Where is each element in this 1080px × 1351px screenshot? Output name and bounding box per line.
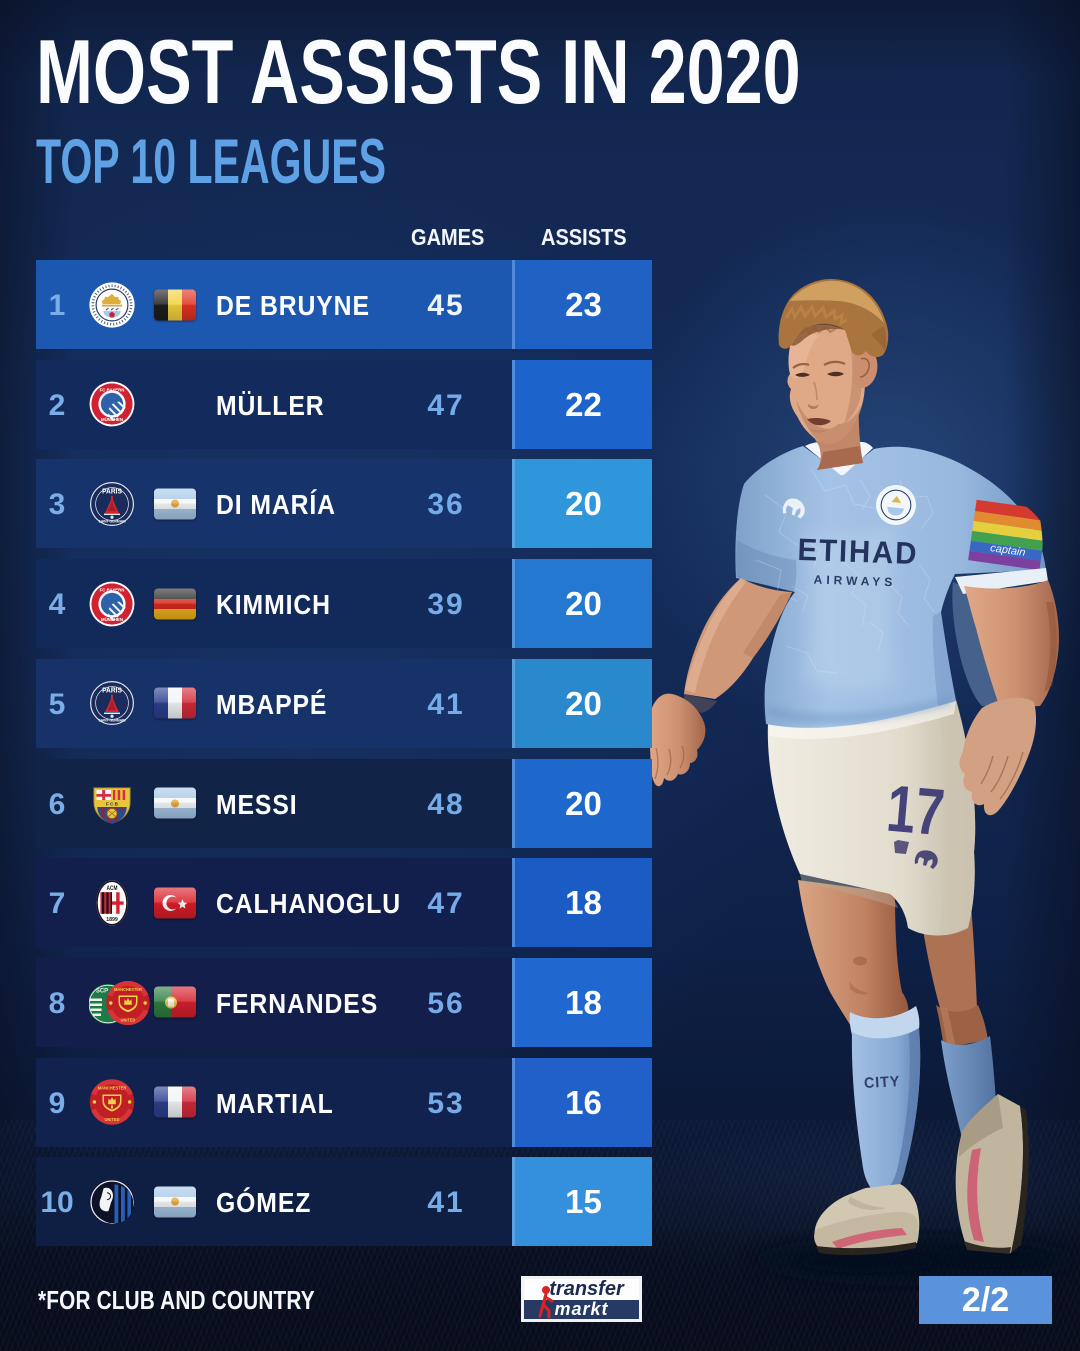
svg-text:SAINT-GERMAIN: SAINT-GERMAIN	[98, 519, 126, 523]
svg-text:F C B: F C B	[106, 801, 119, 806]
svg-text:PARIS: PARIS	[102, 688, 122, 695]
svg-text:MANCHESTER: MANCHESTER	[98, 1085, 127, 1090]
svg-text:UNITED: UNITED	[104, 1117, 119, 1122]
svg-text:1899: 1899	[106, 917, 118, 923]
svg-text:MANCHESTER: MANCHESTER	[114, 987, 142, 992]
svg-text:MÜNCHEN: MÜNCHEN	[101, 416, 123, 422]
svg-text:UNITED: UNITED	[121, 1018, 136, 1023]
svg-text:AIRWAYS: AIRWAYS	[813, 572, 896, 589]
svg-text:FC BAYERN: FC BAYERN	[100, 587, 125, 592]
svg-text:17: 17	[884, 770, 948, 849]
svg-text:ETIHAD: ETIHAD	[797, 533, 919, 571]
svg-text:SCP: SCP	[96, 989, 108, 995]
svg-text:SAINT-GERMAIN: SAINT-GERMAIN	[98, 719, 126, 723]
svg-text:ACM: ACM	[107, 885, 118, 892]
svg-text:MÜNCHEN: MÜNCHEN	[101, 616, 123, 622]
svg-text:PARIS: PARIS	[102, 488, 122, 495]
svg-text:CITY: CITY	[864, 1074, 901, 1092]
svg-text:captain: captain	[989, 542, 1026, 559]
svg-text:FC BAYERN: FC BAYERN	[100, 388, 125, 393]
